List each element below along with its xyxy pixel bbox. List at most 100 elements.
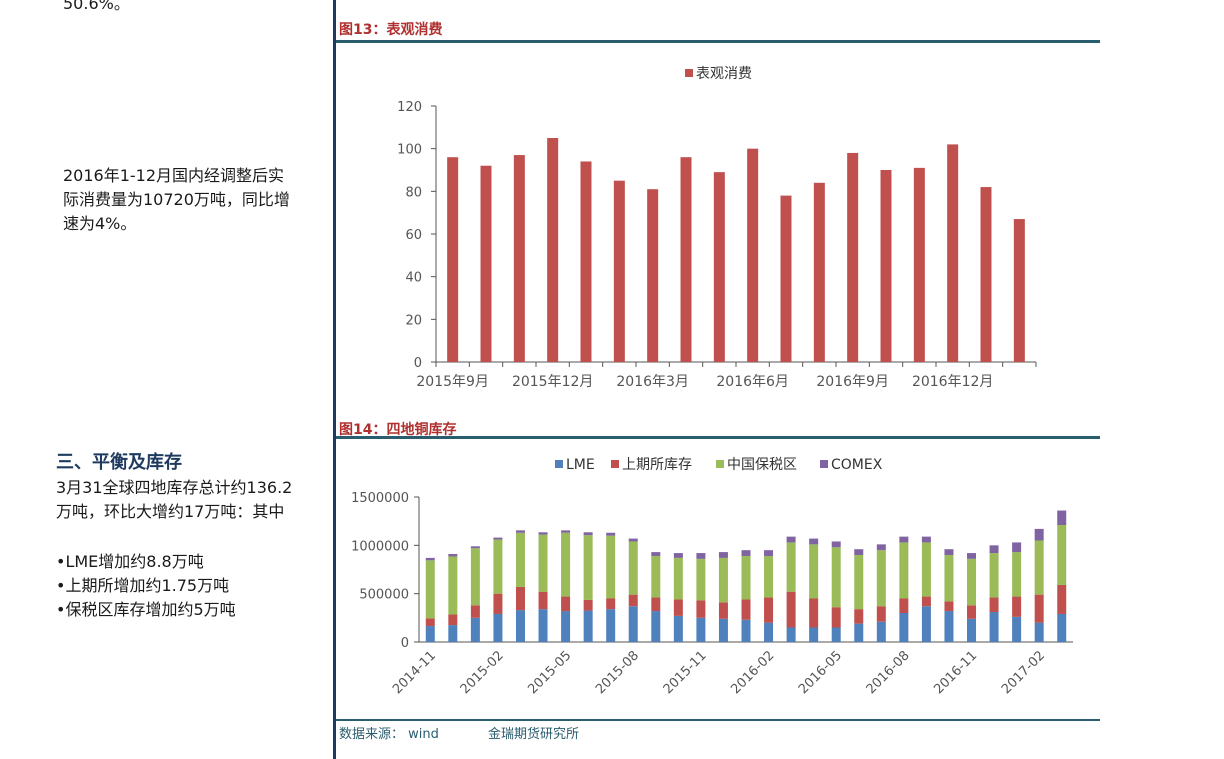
- legend-label: LME: [566, 457, 595, 473]
- bar-segment: [1034, 528, 1044, 541]
- y-tick-label: 100: [397, 143, 422, 158]
- bar-segment: [831, 547, 841, 608]
- x-tick-label: 2017-02: [999, 648, 1048, 697]
- bar-segment: [425, 626, 435, 642]
- bar-segment: [899, 598, 909, 613]
- bar-segment: [854, 609, 864, 624]
- bar-segment: [696, 600, 706, 618]
- y-tick-label: 60: [405, 228, 422, 243]
- bar-segment: [786, 627, 796, 642]
- bar-segment: [741, 619, 751, 642]
- legend-swatch: [716, 460, 724, 468]
- bar-segment: [606, 609, 616, 642]
- x-tick-label: 2015-05: [525, 648, 574, 697]
- bar-segment: [944, 611, 954, 642]
- bar-segment: [583, 535, 593, 600]
- org-label: 金瑞期货研究所: [488, 727, 580, 742]
- bar-segment: [786, 591, 796, 628]
- bar: [480, 165, 492, 362]
- bar-segment: [809, 598, 819, 628]
- bar-segment: [696, 558, 706, 601]
- bar-segment: [1034, 594, 1044, 623]
- y-tick-label: 120: [397, 100, 422, 115]
- bar-segment: [967, 558, 977, 606]
- bar-segment: [899, 542, 909, 599]
- bar-segment: [493, 539, 503, 594]
- y-tick-label: 1500000: [351, 491, 409, 506]
- bar-segment: [764, 622, 774, 642]
- bar-segment: [921, 542, 931, 597]
- footer-rule: [336, 719, 1100, 721]
- x-tick-label: 2016-11: [931, 648, 980, 697]
- source-label: 数据来源： wind: [339, 727, 439, 742]
- bar-segment: [628, 606, 638, 642]
- bar-segment: [493, 537, 503, 540]
- bar-segment: [538, 591, 548, 610]
- bar-segment: [493, 613, 503, 642]
- bar-segment: [944, 549, 954, 555]
- y-tick-label: 0: [401, 636, 409, 651]
- bar: [913, 167, 925, 362]
- bar-segment: [741, 550, 751, 556]
- paragraph-line: 际消费量为10720万吨，同比增: [63, 190, 290, 209]
- legend-label: 表观消费: [696, 66, 752, 82]
- x-tick-label: 2016年6月: [716, 374, 789, 390]
- bar-segment: [470, 546, 480, 549]
- bar-segment: [944, 601, 954, 612]
- bar-segment: [809, 544, 819, 599]
- bar: [947, 144, 959, 362]
- x-tick-label: 2015-11: [661, 648, 710, 697]
- bar-segment: [493, 593, 503, 614]
- section-title: 三、平衡及库存: [56, 452, 182, 473]
- bar-segment: [1034, 540, 1044, 595]
- paragraph-line: 万吨，环比大增约17万吨：其中: [56, 502, 285, 521]
- bar-segment: [538, 609, 548, 642]
- bar-segment: [696, 617, 706, 642]
- copper-inventory-chart: LME 上期所库存 中国保税区 COMEX 0 500000 1000000 1500000 2…: [351, 457, 1073, 697]
- bar-segment: [809, 627, 819, 642]
- bar-segment: [967, 605, 977, 619]
- bar-segment: [831, 607, 841, 628]
- bar-segment: [538, 534, 548, 592]
- bar-segment: [786, 542, 796, 592]
- x-tick-label: 2016-08: [864, 648, 913, 697]
- bar: [647, 189, 659, 362]
- bar-segment: [967, 618, 977, 642]
- figure-13-title: 图13：表观消费: [339, 22, 443, 38]
- bar-segment: [1034, 622, 1044, 642]
- y-tick-label: 500000: [359, 588, 409, 603]
- y-tick-label: 1000000: [351, 539, 409, 554]
- bar-segment: [989, 545, 999, 554]
- bar-segment: [876, 550, 886, 607]
- bar-segment: [967, 553, 977, 559]
- bar-segment: [448, 554, 458, 557]
- bar-segment: [515, 586, 525, 611]
- x-tick-label: 2015-02: [458, 648, 507, 697]
- bar-segment: [606, 535, 616, 599]
- bar-segment: [651, 552, 661, 556]
- bar-segment: [718, 618, 728, 642]
- bar: [680, 157, 692, 362]
- top-fragment-text: 50.6%。: [63, 0, 130, 13]
- bar-segment: [628, 541, 638, 595]
- bar-segment: [989, 553, 999, 598]
- bar-segment: [921, 606, 931, 642]
- legend-label: 上期所库存: [622, 457, 692, 473]
- bar-segment: [899, 536, 909, 543]
- bar-segment: [1057, 613, 1067, 642]
- bar-segment: [876, 621, 886, 642]
- bullet-item: •LME增加约8.8万吨: [56, 552, 204, 571]
- bar-segment: [448, 625, 458, 642]
- apparent-consumption-chart: 表观消费 0 20 40 60 80 100 120 2015年9月 2015年12月 2016年3…: [397, 66, 1037, 390]
- bar-segment: [583, 599, 593, 611]
- column-divider: [333, 0, 336, 759]
- bar-segment: [628, 538, 638, 542]
- bar-segment: [854, 555, 864, 610]
- y-tick-label: 0: [414, 356, 422, 371]
- bar-segment: [673, 557, 683, 600]
- x-tick-label: 2016年9月: [816, 374, 889, 390]
- bar-segment: [764, 550, 774, 556]
- bar-segment: [583, 532, 593, 536]
- bar: [613, 180, 625, 362]
- bar: [713, 172, 725, 362]
